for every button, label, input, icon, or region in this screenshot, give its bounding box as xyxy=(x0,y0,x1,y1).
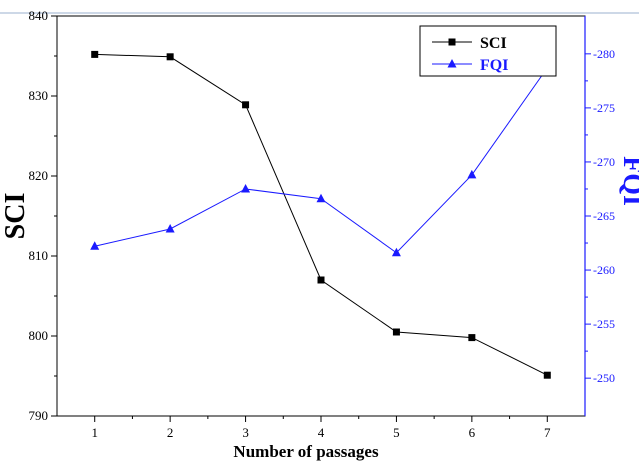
y-left-tick-label: 830 xyxy=(29,88,49,103)
y-right-tick-label: -260 xyxy=(593,263,615,277)
y-right-tick-label: -265 xyxy=(593,209,615,223)
fqi-point xyxy=(90,241,100,250)
fqi-series-line xyxy=(94,67,548,254)
sci-point xyxy=(317,276,325,284)
y-right-tick-label: -255 xyxy=(593,317,615,331)
y-left-tick-label: 800 xyxy=(29,328,49,343)
y-right-tick-label: -270 xyxy=(593,155,615,169)
legend-label-fqi: FQI xyxy=(480,57,508,74)
sci-point xyxy=(392,328,400,336)
y-axis-label-left: SCI xyxy=(0,193,31,240)
legend-box xyxy=(419,25,557,77)
x-axis-label: Number of passages xyxy=(233,442,379,461)
x-tick-label: 3 xyxy=(242,425,249,440)
y-left-tick-label: 820 xyxy=(29,168,49,183)
fqi-point xyxy=(316,193,326,203)
sci-point xyxy=(468,334,476,342)
x-tick-label: 6 xyxy=(469,425,476,440)
fqi-point xyxy=(165,223,175,233)
y-left-tick-label: 790 xyxy=(29,408,49,423)
fqi-point xyxy=(467,169,477,179)
sci-point xyxy=(242,101,250,109)
y-left-tick-label: 810 xyxy=(29,248,49,263)
series-layer xyxy=(90,50,552,379)
x-tick-label: 5 xyxy=(393,425,400,440)
y-right-tick-label: -280 xyxy=(593,47,615,61)
legend-marker-fqi xyxy=(447,59,457,68)
y-right-tick-label: -250 xyxy=(593,371,615,385)
x-tick-label: 4 xyxy=(318,425,325,440)
y-left-tick-label: 840 xyxy=(29,8,49,23)
sci-point xyxy=(91,50,99,58)
legend-label-sci: SCI xyxy=(480,35,507,52)
sci-point xyxy=(543,371,551,379)
x-tick-label: 1 xyxy=(91,425,98,440)
axes-ticks: 1 2 3 4 5 6 7 790 800 810 820 830 840 -250 -255 -260 -26… xyxy=(29,8,616,440)
y-right-tick-label: -275 xyxy=(593,101,615,115)
sci-point xyxy=(166,53,174,61)
x-tick-label: 7 xyxy=(544,425,551,440)
y-axis-label-right: FQI xyxy=(617,156,639,206)
x-tick-label: 2 xyxy=(167,425,174,440)
sci-series-line xyxy=(94,53,548,376)
legend-marker-sci xyxy=(448,38,456,46)
legend: SCI FQI xyxy=(419,25,557,77)
fqi-point xyxy=(241,183,251,193)
fqi-point xyxy=(391,247,401,257)
